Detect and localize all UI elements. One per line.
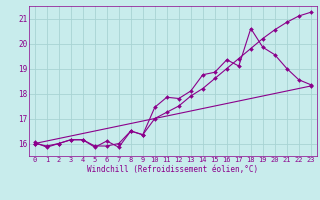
X-axis label: Windchill (Refroidissement éolien,°C): Windchill (Refroidissement éolien,°C)	[87, 165, 258, 174]
